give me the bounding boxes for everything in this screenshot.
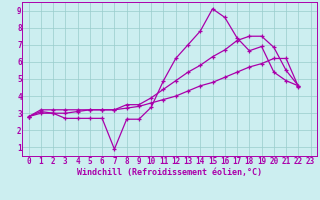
X-axis label: Windchill (Refroidissement éolien,°C): Windchill (Refroidissement éolien,°C) bbox=[77, 168, 262, 177]
